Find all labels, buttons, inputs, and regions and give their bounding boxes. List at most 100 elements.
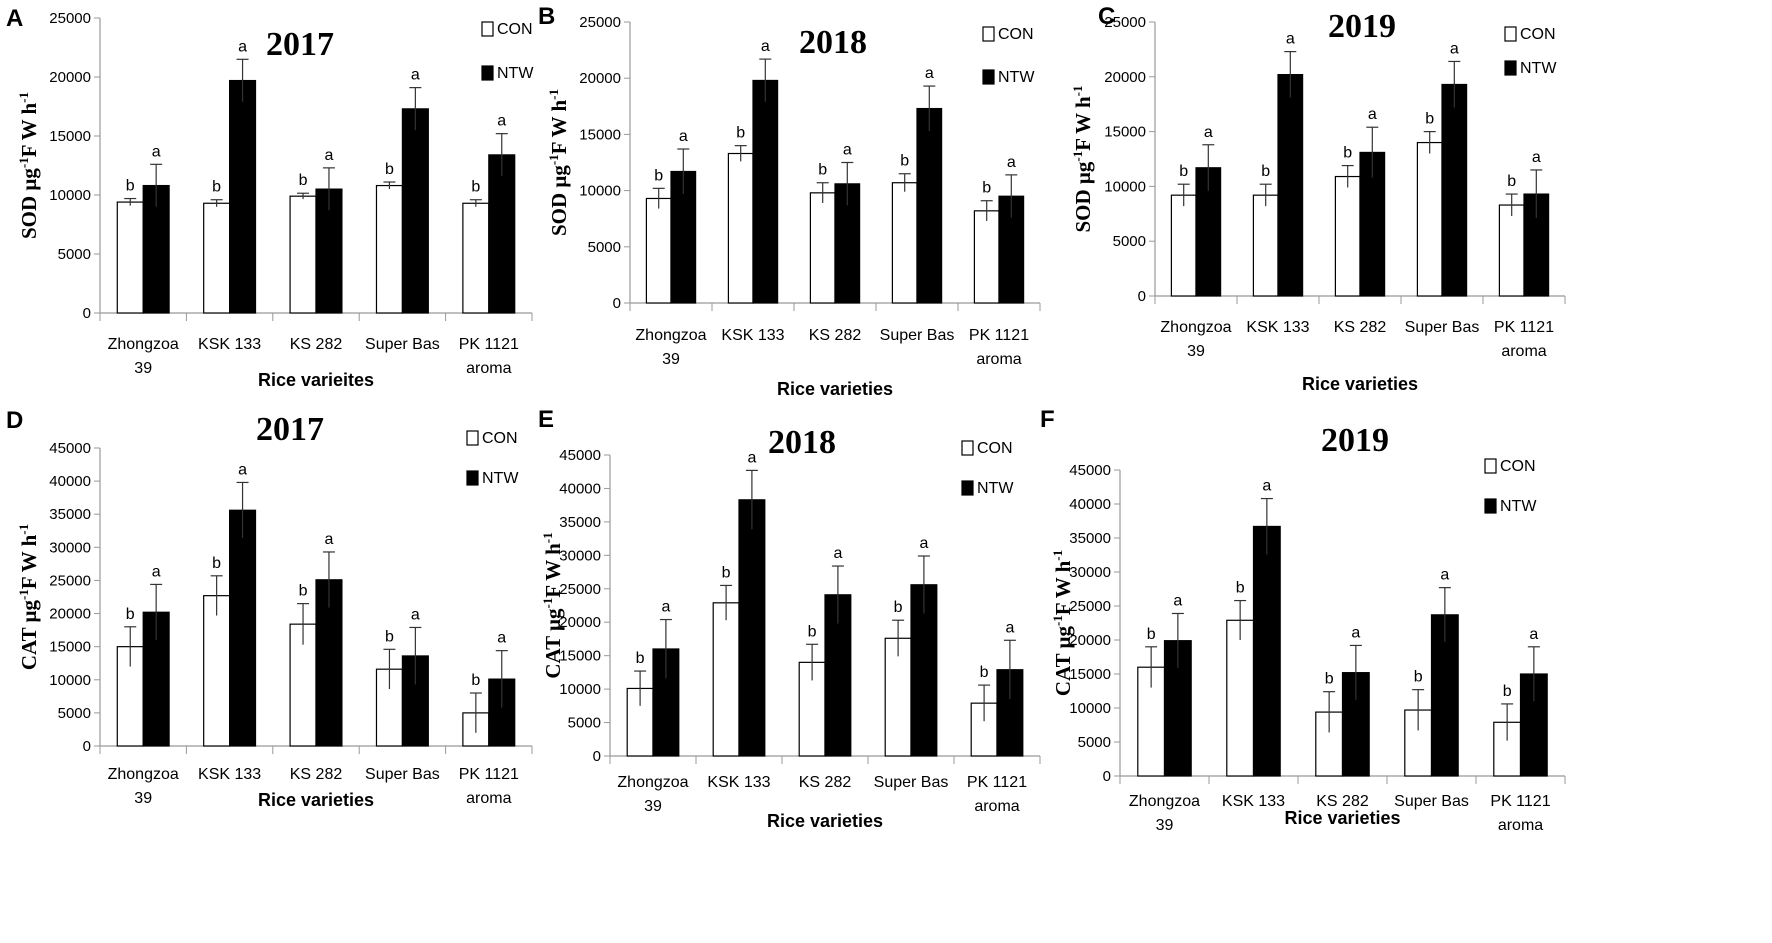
y-axis-label-superscript: -1 [16,524,31,535]
significance-letter: a [152,563,161,580]
legend-swatch-con [961,440,974,456]
significance-letter: b [385,161,394,178]
x-tick-label: KS 282 [799,774,852,791]
legend-label-con: CON [497,21,533,38]
significance-letter: a [1529,626,1538,643]
x-tick-label-line: Zhongzoa [1129,793,1200,810]
y-tick-label: 15000 [49,639,91,656]
y-axis-label-superscript: -1 [1050,615,1065,626]
y-tick-label: 0 [83,738,91,755]
chart-panel-e: E 2018 0 5000 10000 15000 20000 25000 30000 35000… [538,406,1041,831]
y-tick-label: 10000 [49,672,91,689]
x-axis-label: Rice varieties [258,790,374,810]
legend-label-con: CON [998,26,1034,43]
significance-letter: b [982,180,991,197]
significance-letter: a [1262,478,1271,495]
x-tick-label-line: PK 1121 [967,774,1027,791]
significance-letter: a [497,630,506,647]
x-tick-label: Super Bas [874,774,949,791]
x-tick-label-line: aroma [976,351,1021,368]
significance-letter: a [747,449,756,466]
chart-title: 2019 [1321,422,1389,459]
x-tick-label: KS 282 [809,327,862,344]
x-tick-label-line: Super Bas [880,327,955,344]
y-tick-label: 15000 [1104,124,1146,141]
x-tick-label-line: KS 282 [290,766,343,783]
x-tick-label: KS 282 [290,336,343,353]
y-axis-label-part: SOD μg [547,165,571,236]
x-tick-label: Zhongzoa 39 [1160,319,1231,360]
y-tick-label: 5000 [568,715,601,732]
x-tick-label: KSK 133 [1246,319,1309,336]
y-tick-label: 15000 [49,128,91,145]
y-tick-label: 20000 [579,70,621,87]
x-tick-label-line: 39 [662,351,680,368]
significance-letter: b [212,179,221,196]
legend-swatch-ntw [982,69,995,85]
significance-letter: a [833,545,842,562]
y-axis-label-superscript: -1 [16,589,31,600]
chart-panel-b: B 2018 0 5000 10000 15000 20000 25000 Zhongzoa 39… [538,3,1041,399]
y-tick-label: 25000 [1069,598,1111,615]
significance-letter: b [818,162,827,179]
y-axis-label: SOD μg-1F W h-1 [1070,86,1095,233]
significance-letter: a [1532,149,1541,166]
x-tick-label-line: aroma [974,798,1019,815]
y-tick-label: 40000 [559,480,601,497]
y-tick-label: 15000 [559,648,601,665]
x-axis-label: Rice varieites [258,370,374,390]
y-tick-label: 30000 [1069,564,1111,581]
y-tick-label: 10000 [49,187,91,204]
panel-letter: B [538,3,555,30]
x-tick-label-line: PK 1121 [1490,793,1550,810]
significance-letter: a [1286,31,1295,48]
significance-letter: a [1368,106,1377,123]
significance-letter: a [325,147,334,164]
y-axis-label-part: SOD μg [1071,161,1095,232]
y-tick-label: 0 [613,295,621,312]
bar-con [712,602,740,757]
bar-ntw [738,499,766,757]
x-tick-label-line: Zhongzoa [617,774,688,791]
bar-ntw [916,107,943,304]
bar-ntw [229,79,257,314]
legend-swatch-ntw [466,470,479,486]
y-axis-label-superscript: -1 [1070,151,1085,162]
bar-ntw [752,79,779,304]
significance-letter: b [471,672,480,689]
x-tick-label-line: KS 282 [799,774,852,791]
legend-label-con: CON [1520,26,1556,43]
legend-swatch-con [1504,26,1517,42]
y-tick-label: 5000 [1113,233,1146,250]
x-tick-label: KS 282 [1316,793,1369,810]
y-tick-label: 15000 [579,126,621,143]
significance-letter: b [1236,580,1245,597]
bar-ntw [229,509,257,747]
x-tick-label-line: aroma [466,790,511,807]
y-axis-label: CAT μg-1F W h-1 [16,524,41,670]
legend-swatch-ntw [961,480,974,496]
x-tick-label: Super Bas [880,327,955,344]
x-tick-label: Zhongzoa 39 [617,774,688,815]
x-tick-label-line: PK 1121 [459,766,519,783]
x-axis-label: Rice varieties [1302,374,1418,394]
y-tick-label: 30000 [559,547,601,564]
bar-con [891,182,918,304]
x-tick-label: PK 1121 aroma [459,766,519,807]
y-tick-label: 25000 [49,10,91,27]
significance-letter: a [238,461,247,478]
chart-title: 2018 [768,424,836,461]
y-axis-label-superscript: -1 [16,92,31,103]
x-tick-label-line: aroma [1498,817,1543,834]
y-axis-label-superscript: -1 [540,532,555,543]
panel-letter: C [1098,3,1115,30]
significance-letter: b [894,599,903,616]
legend-label-con: CON [1500,458,1536,475]
bar-ntw [401,108,429,314]
y-tick-label: 40000 [49,473,91,490]
panel-letter: D [6,407,23,434]
x-tick-label: KSK 133 [198,766,261,783]
y-axis-label-superscript: -1 [1050,550,1065,561]
bar-con [1252,194,1279,297]
